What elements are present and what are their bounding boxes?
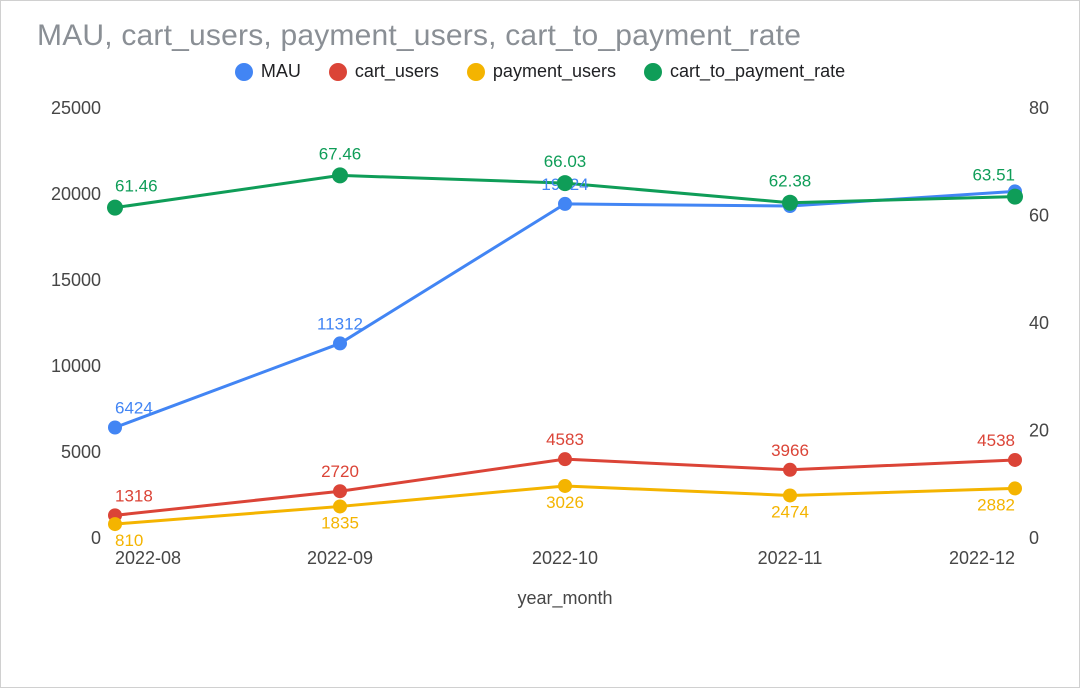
data-point-cart_to_payment_rate[interactable] [332,167,348,183]
data-label-cart_to_payment_rate: 67.46 [319,144,362,163]
data-point-cart_to_payment_rate[interactable] [782,195,798,211]
y-left-tick-label: 10000 [51,356,101,376]
legend-label: cart_to_payment_rate [670,61,845,82]
data-label-cart_to_payment_rate: 66.03 [544,152,587,171]
data-label-MAU: 11312 [317,314,363,333]
legend-item-cart-to-payment-rate[interactable]: cart_to_payment_rate [644,61,845,82]
y-right-tick-label: 20 [1029,421,1049,441]
data-point-cart_users[interactable] [1008,453,1022,467]
y-left-tick-label: 5000 [61,442,101,462]
data-point-MAU[interactable] [108,421,122,435]
data-point-payment_users[interactable] [333,499,347,513]
chart-svg: 0 5000 10000 15000 20000 25000 0 20 40 60 80 2022-0… [25,88,1057,628]
data-point-cart_users[interactable] [333,484,347,498]
data-label-MAU: 6424 [115,399,153,418]
chart-container: MAU, cart_users, payment_users, cart_to_… [0,0,1080,688]
data-point-MAU[interactable] [333,336,347,350]
x-tick-label: 2022-12 [949,548,1015,568]
chart-title: MAU, cart_users, payment_users, cart_to_… [37,19,1055,53]
data-label-cart_users: 4538 [977,431,1015,450]
y-right-tick-label: 40 [1029,313,1049,333]
data-point-cart_to_payment_rate[interactable] [557,175,573,191]
x-tick-label: 2022-09 [307,548,373,568]
y-left-tick-label: 15000 [51,270,101,290]
legend-label: MAU [261,61,301,82]
data-point-cart_users[interactable] [558,452,572,466]
data-point-cart_users[interactable] [783,463,797,477]
data-point-payment_users[interactable] [108,517,122,531]
legend-label: cart_users [355,61,439,82]
legend-dot-payment-users [467,63,485,81]
data-label-payment_users: 2474 [771,502,809,521]
legend-item-payment-users[interactable]: payment_users [467,61,616,82]
y-left-tick-label: 20000 [51,184,101,204]
data-point-cart_to_payment_rate[interactable] [107,200,123,216]
data-label-cart_to_payment_rate: 63.51 [972,166,1015,185]
legend-item-mau[interactable]: MAU [235,61,301,82]
chart-legend: MAU cart_users payment_users cart_to_pay… [25,61,1055,82]
series-line-MAU [115,191,1015,427]
x-tick-label: 2022-10 [532,548,598,568]
y-right-tick-label: 80 [1029,98,1049,118]
legend-dot-cart-to-payment-rate [644,63,662,81]
data-label-payment_users: 1835 [321,513,359,532]
data-label-payment_users: 810 [115,531,143,550]
data-label-payment_users: 2882 [977,495,1015,514]
legend-item-cart-users[interactable]: cart_users [329,61,439,82]
data-label-cart_users: 4583 [546,430,584,449]
y-left-tick-label: 0 [91,528,101,548]
plot-area: 0 5000 10000 15000 20000 25000 0 20 40 60 80 2022-0… [25,88,1055,628]
legend-dot-mau [235,63,253,81]
data-label-cart_to_payment_rate: 61.46 [115,177,158,196]
data-point-payment_users[interactable] [783,488,797,502]
data-point-MAU[interactable] [558,197,572,211]
data-point-payment_users[interactable] [558,479,572,493]
data-label-cart_users: 2720 [321,462,359,481]
data-label-cart_users: 3966 [771,441,809,460]
data-point-payment_users[interactable] [1008,481,1022,495]
legend-label: payment_users [493,61,616,82]
x-tick-label: 2022-11 [758,548,823,568]
x-axis-title: year_month [517,588,612,609]
data-point-cart_to_payment_rate[interactable] [1007,189,1023,205]
y-right-tick-label: 60 [1029,206,1049,226]
x-tick-label: 2022-08 [115,548,181,568]
data-label-cart_users: 1318 [115,486,153,505]
data-label-cart_to_payment_rate: 62.38 [769,172,812,191]
legend-dot-cart-users [329,63,347,81]
y-right-tick-label: 0 [1029,528,1039,548]
y-left-tick-label: 25000 [51,98,101,118]
data-label-payment_users: 3026 [546,493,584,512]
